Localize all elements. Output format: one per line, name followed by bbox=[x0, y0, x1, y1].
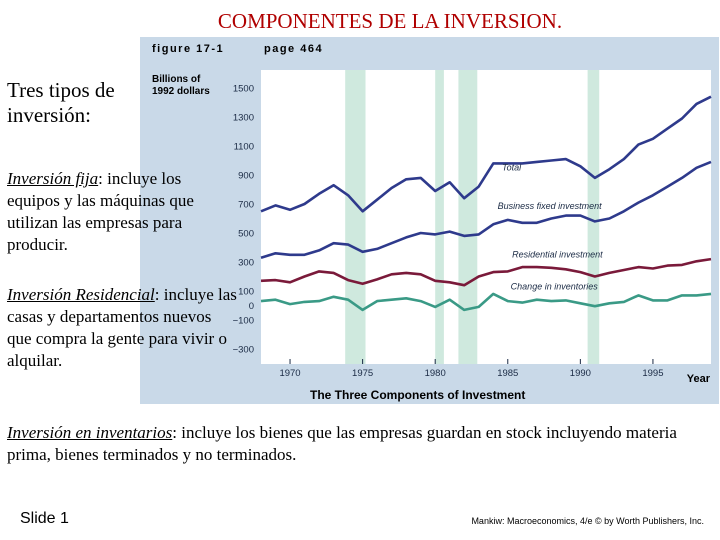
y-tick-label: 1100 bbox=[234, 142, 254, 153]
fixed-investment-term: Inversión fija bbox=[7, 169, 99, 188]
residential-investment-paragraph: Inversión Residencial: incluye las casas… bbox=[7, 284, 239, 372]
y-tick-label: 700 bbox=[238, 200, 254, 211]
y-tick-label: 1500 bbox=[233, 84, 254, 95]
x-tick-label: 1985 bbox=[497, 368, 518, 379]
y-axis-label-line2: 1992 dollars bbox=[152, 86, 210, 97]
investment-chart: figure 17-1 page 464 Billions of 1992 do… bbox=[140, 37, 719, 404]
recession-band-4 bbox=[587, 70, 600, 364]
y-tick-label: −100 bbox=[233, 316, 254, 327]
inventory-investment-term: Inversión en inventarios bbox=[7, 423, 173, 442]
series-label-business_fixed: Business fixed investment bbox=[498, 201, 603, 211]
y-tick-label: 500 bbox=[238, 229, 254, 240]
y-tick-label: 900 bbox=[238, 171, 254, 182]
series-label-total: Total bbox=[502, 163, 522, 173]
inventory-investment-desc: : incluye los bienes que las empresas gu… bbox=[7, 423, 677, 464]
series-lines bbox=[260, 95, 712, 312]
x-tick-label: 1980 bbox=[425, 368, 446, 379]
inventory-investment-paragraph: Inversión en inventarios: incluye los bi… bbox=[7, 422, 712, 466]
plot-area bbox=[261, 70, 711, 364]
y-tick-label: 100 bbox=[238, 287, 254, 298]
x-tick-label: 1990 bbox=[570, 368, 591, 379]
y-tick-label: 1300 bbox=[233, 113, 254, 124]
recession-band-1 bbox=[345, 70, 366, 364]
figure-panel: figure 17-1 page 464 Billions of 1992 do… bbox=[140, 37, 719, 404]
series-labels: Total Business fixed investment Residentia… bbox=[498, 163, 604, 292]
series-line-total bbox=[260, 95, 712, 213]
intro-text: Tres tipos de inversión: bbox=[7, 78, 115, 127]
y-axis-label-line1: Billions of bbox=[152, 74, 201, 85]
x-tick-label: 1975 bbox=[352, 368, 373, 379]
series-label-residential: Residential investment bbox=[512, 250, 603, 260]
x-axis-label: Year bbox=[687, 373, 711, 385]
residential-investment-term: Inversión Residencial bbox=[7, 285, 155, 304]
figure-header-left: figure 17-1 bbox=[152, 43, 224, 55]
y-axis-ticks: 1500 1300 1100 900 700 500 300 100 0 −100 −300 bbox=[233, 84, 254, 356]
series-label-inventories: Change in inventories bbox=[511, 282, 599, 292]
recession-band-2 bbox=[435, 70, 444, 364]
fixed-investment-paragraph: Inversión fija: incluye los equipos y la… bbox=[7, 168, 217, 256]
y-tick-label: 0 bbox=[249, 301, 254, 312]
x-tick-label: 1995 bbox=[642, 368, 663, 379]
series-line-residential bbox=[260, 257, 712, 287]
slide-number: Slide 1 bbox=[20, 510, 69, 527]
y-tick-label: 300 bbox=[238, 258, 254, 269]
copyright-credit: Mankiw: Macroeconomics, 4/e © by Worth P… bbox=[471, 516, 704, 526]
x-tick-label: 1970 bbox=[279, 368, 300, 379]
slide-title: COMPONENTES DE LA INVERSION. bbox=[217, 9, 563, 33]
residential-investment-desc: : incluye las casas y departamentos nuev… bbox=[7, 285, 237, 370]
series-line-business_fixed bbox=[260, 160, 712, 259]
series-line-inventories bbox=[260, 292, 712, 312]
recession-bands bbox=[345, 70, 600, 364]
figure-caption: The Three Components of Investment bbox=[310, 388, 525, 402]
fixed-investment-desc: : incluye los equipos y las máquinas que… bbox=[7, 169, 194, 254]
recession-band-3 bbox=[458, 70, 478, 364]
figure-header-right: page 464 bbox=[264, 43, 323, 55]
x-axis-ticks: 1970 1975 1980 1985 1990 1995 bbox=[279, 359, 664, 379]
y-tick-label: −300 bbox=[233, 345, 254, 356]
